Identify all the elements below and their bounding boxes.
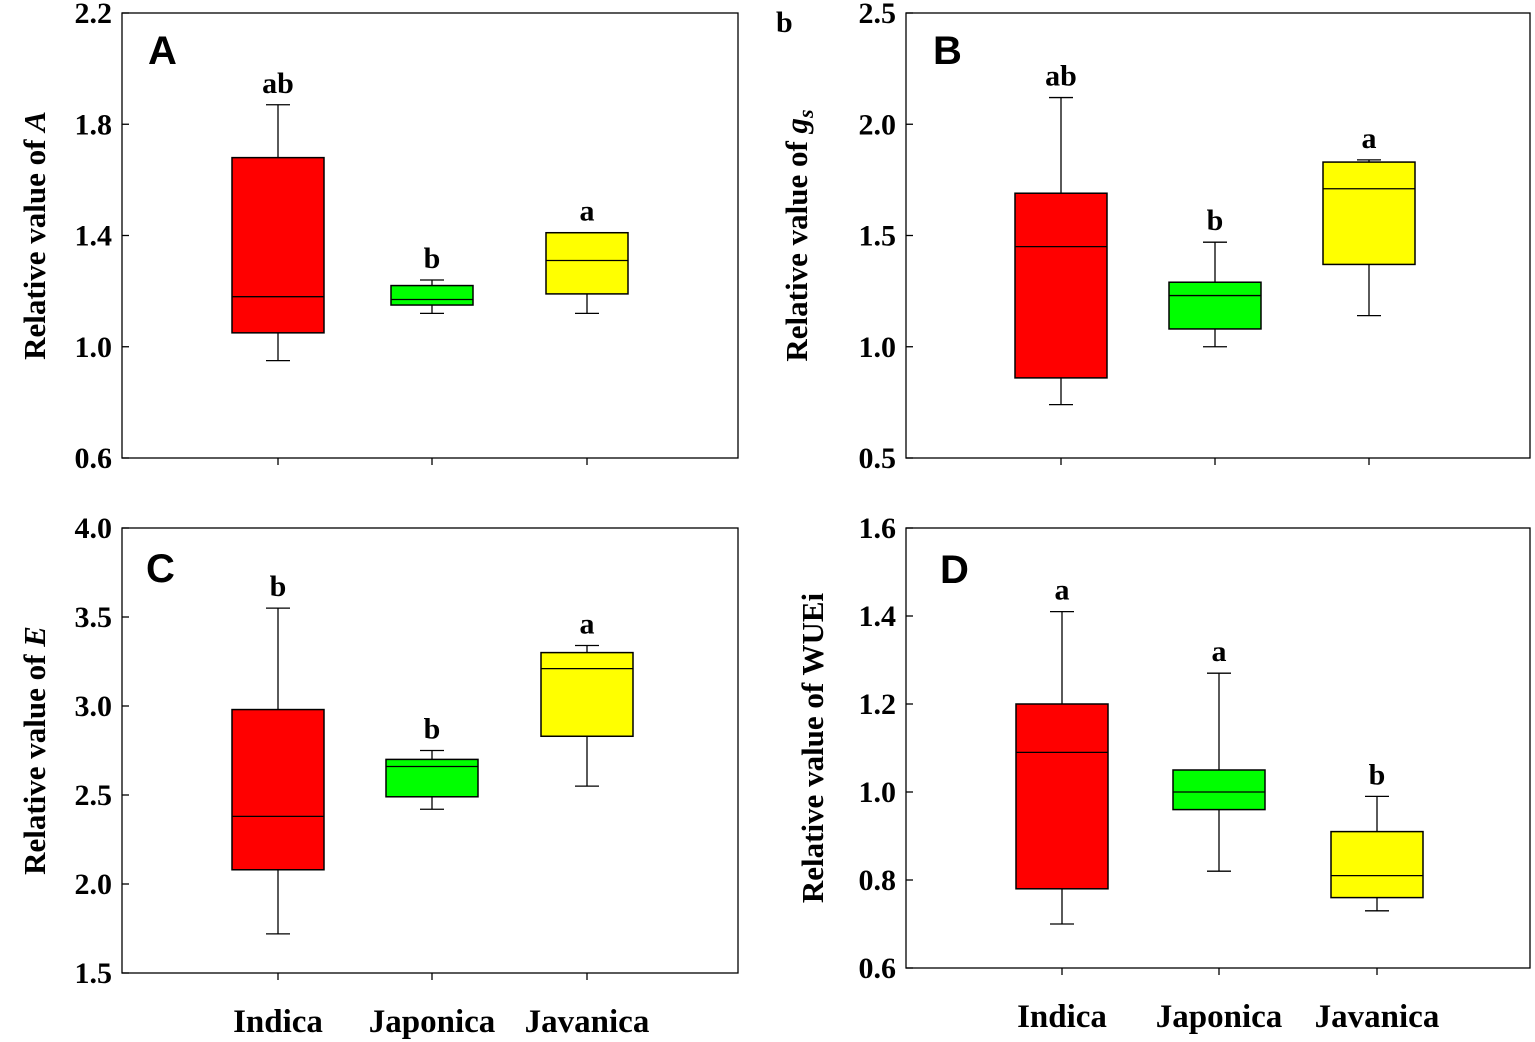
panel-b-box-javanica: a [1322,122,1416,317]
significance-label: b [424,242,441,275]
panel-d-box-javanica: b [1330,758,1424,912]
panel-d-ytick-label: 1.4 [859,600,897,633]
box-iqr [540,651,634,738]
panel-c-ytick-label: 2.0 [75,868,113,901]
panel-a-box-javanica: a [545,195,629,315]
panel-b-ylabel-part: Relative value of [779,133,814,361]
box-iqr [231,156,325,334]
panel-b-box-indica: ab [1014,60,1108,406]
panel-c-box-japonica: b [385,713,479,810]
panel-a-ylabel: Relative value of A [17,111,52,360]
box-iqr [385,758,479,798]
panel-c-ytick-label: 2.5 [75,779,113,812]
panel-d-ytick-label: 1.6 [859,512,897,545]
panel-d-ytick-label: 1.0 [859,776,897,809]
panel-a-frame [121,12,739,459]
panel-a-letter: A [148,29,177,73]
box-iqr [231,708,325,871]
box-iqr [1172,769,1266,811]
panel-c-xlabel-indica: Indica [233,1004,323,1040]
panel-d-ylabel-part: Relative value of WUEi [795,592,830,903]
panel-a-ytick-label: 1.8 [75,108,113,141]
panel-c: 1.5 2.0 2.5 3.0 3.5 4.0 Relative value of E C b b… [17,512,739,1040]
panel-a-box-indica: ab [231,67,325,362]
panel-a-ytick-label: 1.4 [75,220,113,253]
panel-b: 0.5 1.0 1.5 2.0 2.5 Relative value of gs Bab b a [779,0,1531,475]
panel-a-ytick-label: 1.0 [75,331,113,364]
panel-b-ylabel: Relative value of gs [779,109,818,361]
significance-label: a [1055,574,1070,607]
panel-c-box-javanica: a [540,607,634,787]
box-iqr [1330,830,1424,899]
significance-label: b [1369,758,1386,791]
significance-label: b [270,570,287,603]
panel-b-ylabel-part: s [793,109,818,119]
panel-b-ytick-label: 1.5 [859,220,897,253]
panel-a-ylabel-part: Relative value of [17,132,52,360]
box-iqr [1014,192,1108,379]
panel-a-box-japonica: b [390,242,474,315]
panel-d-box-indica: a [1015,574,1109,925]
panel-b-box-japonica: b [1168,204,1262,348]
panel-b-ytick-label: 0.5 [859,442,897,475]
panel-d: 0.6 0.8 1.0 1.2 1.4 1.6 Relative value of WUEi… [795,512,1531,1035]
significance-label: b [1207,204,1224,237]
panel-b-ytick-label: 1.0 [859,331,897,364]
panel-a-ytick-label: 2.2 [75,0,113,30]
panel-c-ylabel-part: E [17,626,52,648]
panel-b-ytick-label: 2.0 [859,108,897,141]
box-iqr [1168,281,1262,330]
panel-a-ytick-label: 0.6 [75,442,113,475]
box-iqr [545,231,629,295]
panel-c-ytick-label: 3.0 [75,690,113,723]
panel-d-xlabel-indica: Indica [1017,999,1107,1035]
panel-b-ytick-label: 2.5 [859,0,897,30]
significance-label: ab [262,67,294,100]
significance-label: a [1362,122,1377,155]
panel-c-ylabel-part: Relative value of [17,647,52,875]
panel-c-ytick-label: 3.5 [75,601,113,634]
box-iqr [390,284,474,306]
panel-c-ytick-label: 4.0 [75,512,113,545]
significance-label: b [424,713,441,746]
panel-d-xlabel-javanica: Javanica [1315,999,1440,1035]
panel-d-box-japonica: a [1172,635,1266,872]
panel-d-xlabel-japonica: Japonica [1156,999,1283,1035]
panel-c-box-indica: b [231,570,325,935]
significance-label: a [580,607,595,640]
box-iqr [1322,161,1416,266]
panel-b-ylabel-part: g [779,118,814,135]
significance-label: ab [1045,60,1077,93]
panel-c-ylabel: Relative value of E [17,626,52,875]
panel-b-letter: B [933,29,962,73]
panel-c-letter: C [146,547,175,591]
corner-note: b [776,6,793,39]
panel-d-letter: D [940,548,969,592]
panel-c-xlabel-japonica: Japonica [369,1004,496,1040]
panel-a-ylabel-part: A [17,111,52,134]
panel-d-ylabel: Relative value of WUEi [795,592,830,903]
panel-c-frame [121,527,739,974]
panel-d-ytick-label: 1.2 [859,688,897,721]
panel-c-ytick-label: 1.5 [75,957,113,990]
panel-d-ytick-label: 0.8 [859,864,897,897]
panel-d-frame [905,527,1531,969]
box-iqr [1015,703,1109,890]
significance-label: a [1212,635,1227,668]
panel-c-xlabel-javanica: Javanica [525,1004,650,1040]
significance-label: a [580,195,595,228]
panel-d-ytick-label: 0.6 [859,952,897,985]
